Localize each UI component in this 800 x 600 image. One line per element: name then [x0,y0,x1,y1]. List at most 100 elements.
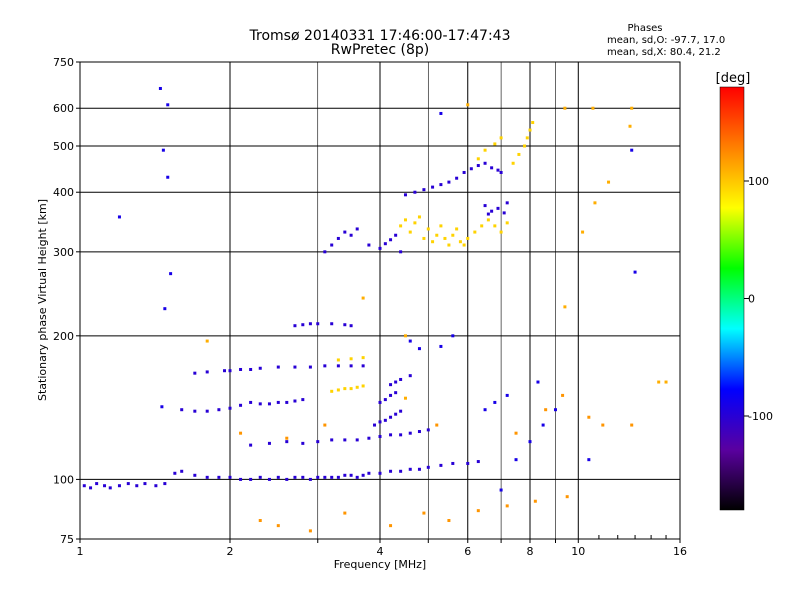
echo-point [517,152,521,156]
echo-point [462,170,466,174]
echo-point [336,358,340,362]
echo-point [483,148,487,152]
echo-point [169,272,173,276]
echo-point [587,415,591,419]
echo-point [466,236,470,240]
echo-point [496,168,500,172]
echo-point [355,385,359,389]
echo-point [389,433,393,437]
echo-point [505,201,509,205]
y-tick-label: 500 [53,140,74,153]
echo-point [408,374,412,378]
echo-point [496,206,500,210]
echo-point [173,471,177,475]
echo-point [330,438,334,442]
echo-point [466,103,470,107]
echo-point [417,215,421,219]
echo-point [486,212,490,216]
echo-point [561,393,565,397]
echo-point [591,106,595,110]
echo-point [223,369,227,373]
echo-point [399,377,403,381]
echo-point [476,460,480,464]
x-axis: 1 2 4 6 8 10 16 [77,535,687,558]
echo-point [383,242,387,246]
echo-point [343,323,347,327]
echo-point [249,443,253,447]
echo-point [499,136,503,140]
echo-point [267,441,271,445]
echo-points [82,86,668,533]
echo-point [383,398,387,402]
echo-point [361,473,365,477]
echo-point [399,469,403,473]
echo-point [193,371,197,375]
echo-point [349,357,353,361]
echo-point [301,475,305,479]
echo-point [330,389,334,393]
y-tick-label: 200 [53,330,74,343]
echo-point [158,86,162,90]
x-tick-label: 4 [377,545,384,558]
echo-point [403,193,407,197]
colorbar-tick-label: 100 [748,175,769,188]
echo-point [455,227,459,231]
echo-point [343,230,347,234]
echo-point [403,396,407,400]
echo-point [166,175,170,179]
echo-point [417,467,421,471]
grid-lines [80,62,680,539]
echo-point [239,477,243,481]
echo-point [447,519,451,523]
echo-point [205,339,209,343]
x-tick-label: 10 [571,545,585,558]
echo-point [466,461,470,465]
echo-point [439,183,443,187]
y-tick-label: 300 [53,246,74,259]
echo-point [486,218,490,222]
echo-point [426,227,430,231]
echo-point [399,409,403,413]
echo-point [565,495,569,499]
echo-point [301,323,305,327]
echo-point [563,106,567,110]
echo-point [514,458,518,462]
echo-point [258,519,262,523]
echo-point [523,144,527,148]
echo-point [336,388,340,392]
echo-point [249,367,253,371]
echo-point [193,409,197,413]
echo-point [301,441,305,445]
echo-point [330,322,334,326]
echo-point [355,227,359,231]
echo-point [607,180,611,184]
echo-point [239,431,243,435]
echo-point [117,215,121,219]
echo-point [343,473,347,477]
echo-point [361,384,365,388]
echo-point [505,504,509,508]
colorbar-tick-label: -100 [748,410,773,423]
colorbar-tick-label: 0 [748,293,755,306]
echo-point [480,224,484,228]
x-tick-label: 8 [527,545,534,558]
echo-point [483,408,487,412]
chart-title-line1: Tromsø 20140331 17:46:00-17:47:43 [249,28,511,44]
echo-point [505,221,509,225]
y-tick-label: 100 [53,473,74,486]
echo-point [308,322,312,326]
echo-point [161,148,165,152]
echo-point [367,471,371,475]
echo-point [399,250,403,254]
colorbar-label: [deg] [716,71,751,86]
echo-point [431,185,435,189]
phase-stats-x: mean, sd,X: 80.4, 21.2 [607,47,721,58]
echo-point [163,307,167,311]
echo-point [417,347,421,351]
echo-point [469,167,473,171]
echo-point [544,408,548,412]
echo-point [239,403,243,407]
echo-point [408,230,412,234]
echo-point [630,423,634,427]
echo-point [361,296,365,300]
